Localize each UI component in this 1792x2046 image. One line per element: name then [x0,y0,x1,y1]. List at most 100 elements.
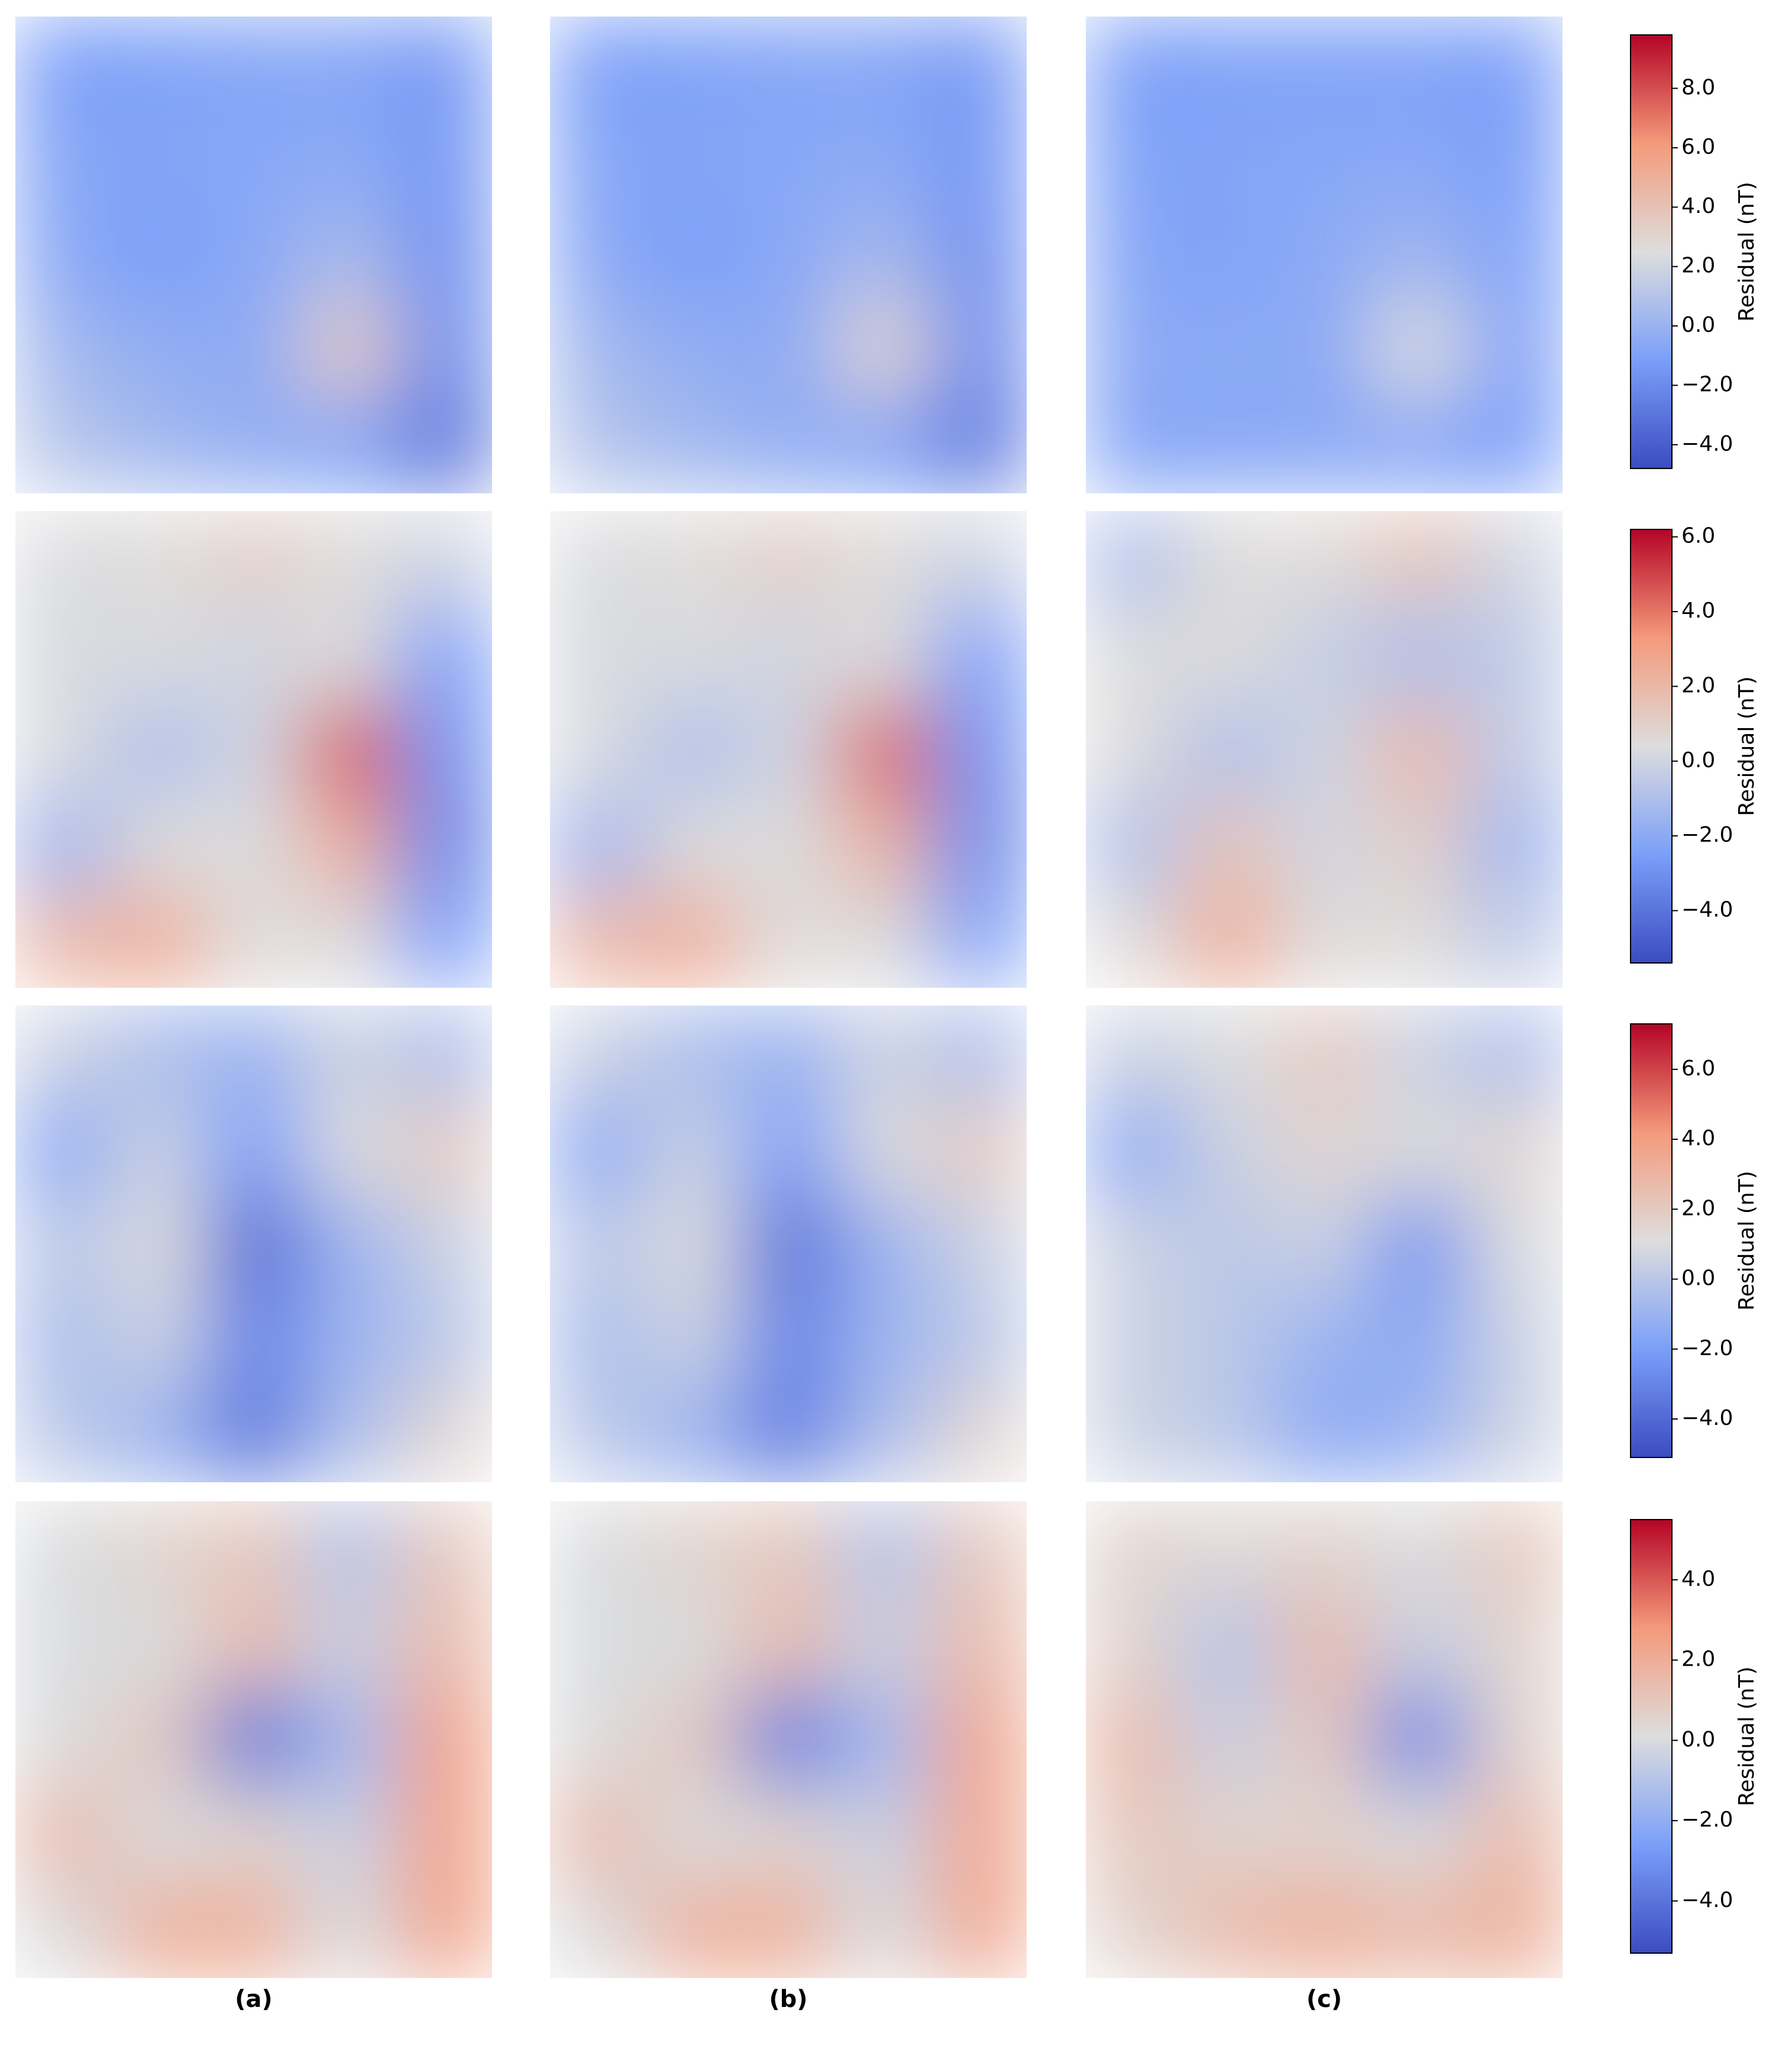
heatmap-cell [1276,302,1373,399]
heatmap-cell [1467,302,1563,399]
heatmap-cell [111,1291,207,1388]
heatmap-cell [645,1692,742,1788]
heatmap-cell [1372,112,1468,208]
heatmap-panel [550,17,1027,493]
heatmap-cell [1276,892,1373,988]
heatmap-cell [1276,207,1373,303]
heatmap-cell [836,1596,932,1693]
heatmap-cell [550,606,646,703]
heatmap-cell [1372,207,1468,303]
heatmap-cell [206,1787,302,1883]
heatmap-cell [1372,1692,1468,1788]
heatmap-cell [550,1501,646,1598]
heatmap-cell [1086,17,1182,113]
heatmap-cell [1467,1501,1563,1598]
heatmap-cell [740,1787,837,1883]
heatmap-cell [1372,1386,1468,1482]
heatmap-cell [301,606,397,703]
heatmap-cell [836,17,932,113]
heatmap-cell [206,797,302,893]
heatmap-cell [1181,702,1277,798]
heatmap-cell [1372,1501,1468,1598]
heatmap-cell [301,397,397,493]
heatmap-cell [301,1501,397,1598]
heatmap-cell [1276,1386,1373,1482]
heatmap-cell [1181,1501,1277,1598]
heatmap-cell [111,1692,207,1788]
heatmap-cell [931,1882,1027,1978]
heatmap-cell [15,302,112,399]
heatmap-cell [836,1101,932,1197]
heatmap-cell [1467,606,1563,703]
heatmap-cell [1086,1501,1182,1598]
colorbar-tick-label: 6.0 [1681,135,1715,159]
heatmap-cell [645,302,742,399]
heatmap-cell [1467,702,1563,798]
heatmap-cell [111,1596,207,1693]
heatmap-cell [396,1596,492,1693]
heatmap-cell [396,17,492,113]
heatmap-cell [931,1596,1027,1693]
heatmap-cell [1372,1882,1468,1978]
heatmap-cell [836,1501,932,1598]
heatmap-cell [15,17,112,113]
heatmap-cell [645,1787,742,1883]
heatmap-cell [931,1501,1027,1598]
heatmap-cell [206,1386,302,1482]
heatmap-cell [550,1386,646,1482]
heatmap-cell [931,1291,1027,1388]
heatmap-cell [1181,1196,1277,1292]
heatmap-cell [111,892,207,988]
heatmap-cell [550,1596,646,1693]
heatmap-cell [396,606,492,703]
heatmap-cell [15,397,112,493]
heatmap-cell [1372,1787,1468,1883]
heatmap-cell [931,1196,1027,1292]
heatmap-cell [740,511,837,607]
heatmap-cell [645,1882,742,1978]
heatmap-cell [1372,892,1468,988]
heatmap-cell [1181,397,1277,493]
heatmap-cell [1181,112,1277,208]
heatmap-cell [931,207,1027,303]
heatmap-cell [931,112,1027,208]
heatmap-cell [1372,797,1468,893]
heatmap-cell [645,892,742,988]
heatmap-cell [1086,397,1182,493]
heatmap-panel [15,17,492,493]
heatmap-cell [15,1006,112,1102]
heatmap-cell [550,1196,646,1292]
heatmap-cell [396,892,492,988]
heatmap-cell [1276,1291,1373,1388]
heatmap-cell [111,1787,207,1883]
heatmap-cell [396,1787,492,1883]
colorbar-tick-label: −4.0 [1681,1888,1733,1912]
colorbar-tick-label: 0.0 [1681,1266,1715,1291]
heatmap-cell [550,302,646,399]
heatmap-cell [301,511,397,607]
heatmap-cell [931,397,1027,493]
heatmap-cell [206,1692,302,1788]
heatmap-cell [1276,1006,1373,1102]
heatmap-cell [396,207,492,303]
heatmap-cell [301,112,397,208]
heatmap-cell [1086,302,1182,399]
heatmap-cell [206,606,302,703]
heatmap-panel [15,1501,492,1978]
heatmap-cell [206,892,302,988]
heatmap-cell [550,17,646,113]
heatmap-cell [836,207,932,303]
heatmap-cell [301,1386,397,1482]
colorbar-tick-label: −4.0 [1681,898,1733,922]
heatmap-cell [550,1692,646,1788]
heatmap-cell [396,1291,492,1388]
heatmap-cell [206,1596,302,1693]
heatmap-cell [1086,112,1182,208]
heatmap-cell [1372,1291,1468,1388]
heatmap-cell [1467,1692,1563,1788]
heatmap-cell [1372,702,1468,798]
heatmap-cell [1467,1596,1563,1693]
column-label: (b) [769,1986,807,2013]
heatmap-cell [1181,1006,1277,1102]
heatmap-cell [396,112,492,208]
